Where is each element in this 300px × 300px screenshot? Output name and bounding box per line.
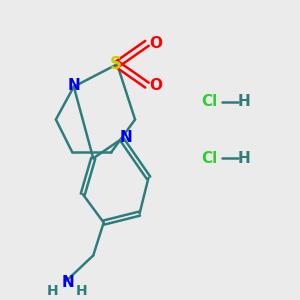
Text: N: N [120,130,133,145]
Text: O: O [149,78,163,93]
Text: Cl: Cl [202,94,218,109]
Text: N: N [68,78,80,93]
Text: H: H [47,284,59,298]
Text: N: N [61,275,74,290]
Text: O: O [149,36,163,51]
Text: H: H [238,94,250,109]
Text: H: H [238,151,250,166]
Text: H: H [76,284,87,298]
Text: S: S [110,55,122,73]
Text: Cl: Cl [202,151,218,166]
